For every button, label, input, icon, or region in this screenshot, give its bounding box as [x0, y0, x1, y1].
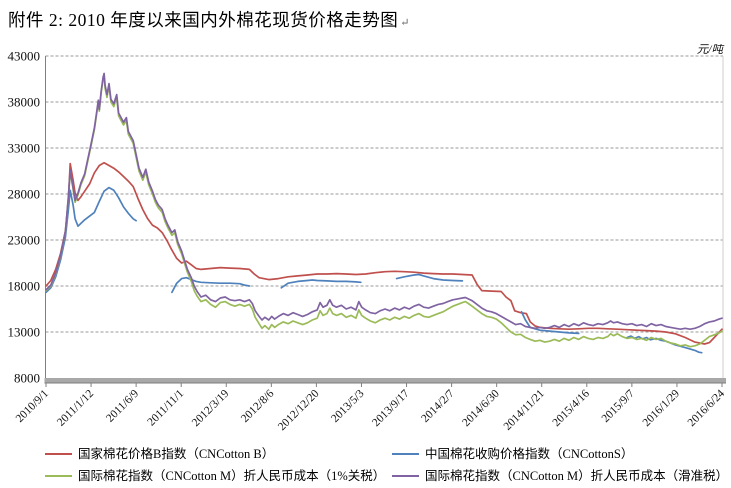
legend-label: 国际棉花指数（CNCotton M）折人民币成本（1%关税） — [78, 469, 386, 483]
x-tick-label: 2012/12/20 — [276, 387, 322, 433]
x-tick-label: 2014/2/7 — [419, 387, 457, 425]
x-tick-label: 2016/1/29 — [641, 387, 683, 429]
x-tick-label: 2011/6/9 — [104, 387, 141, 424]
legend-line-marker-red — [45, 453, 72, 455]
legend-line-marker-green — [45, 475, 72, 477]
y-tick-label: 23000 — [8, 233, 41, 248]
legend-line-marker-blue — [392, 453, 419, 455]
legend-item-cncotton-b: 国家棉花价格B指数（CNCotton B） — [45, 447, 392, 461]
x-tick-label: 2012/3/19 — [190, 387, 232, 429]
y-tick-label: 18000 — [8, 279, 41, 294]
y-tick-label: 43000 — [8, 49, 41, 64]
legend-item-cncotton-s: 中国棉花收购价格指数（CNCottonS） — [392, 447, 731, 461]
paragraph-mark-icon: ↵ — [400, 17, 410, 29]
series-line-1 — [520, 310, 580, 335]
x-tick-label: 2011/11/1 — [145, 387, 186, 428]
cotton-price-chart-svg: 4300038000330002800023000180001300080002… — [8, 44, 728, 433]
x-tick-label: 2015/4/16 — [550, 387, 592, 429]
series-line-1 — [171, 276, 251, 294]
legend-label: 中国棉花收购价格指数（CNCottonS） — [425, 447, 634, 461]
title-text: 附件 2: 2010 年度以来国内外棉花现货价格走势图 — [8, 10, 399, 30]
x-tick-label: 2014/6/30 — [460, 387, 502, 429]
y-tick-label: 38000 — [8, 95, 41, 110]
x-tick-label: 2012/8/6 — [239, 387, 277, 425]
y-tick-label: 13000 — [8, 325, 41, 340]
series-line-1 — [395, 273, 464, 282]
series-line-1 — [280, 279, 362, 289]
legend-item-cncotton-m-1pct: 国际棉花指数（CNCotton M）折人民币成本（1%关税） — [45, 469, 392, 483]
y-tick-label: 8000 — [14, 371, 40, 386]
x-tick-label: 2013/9/17 — [370, 387, 412, 429]
legend-item-cncotton-m-sliding: 国际棉花指数（CNCotton M）折人民币成本（滑准税） — [392, 469, 731, 483]
chart-legend: 国家棉花价格B指数（CNCotton B） 中国棉花收购价格指数（CNCotto… — [45, 447, 731, 483]
x-tick-label: 2010/9/1 — [14, 387, 52, 425]
series-line-0 — [45, 161, 723, 345]
x-axis-bar — [44, 378, 726, 383]
x-tick-label: 2013/5/3 — [329, 387, 367, 425]
series-line-1 — [45, 186, 137, 294]
legend-label: 国家棉花价格B指数（CNCotton B） — [78, 447, 275, 461]
series-line-1 — [626, 335, 703, 354]
x-tick-label: 2014/11/21 — [502, 387, 547, 432]
x-tick-label: 2011/1/12 — [55, 387, 96, 428]
page-title: 附件 2: 2010 年度以来国内外棉花现货价格走势图 ↵ — [8, 7, 410, 32]
series-line-2 — [45, 75, 723, 348]
series-line-3 — [45, 72, 723, 331]
unit-label: 元/吨 — [697, 44, 725, 56]
chart-area: 43000 38000 33000 28000 23000 18000 13000 8000 2… — [0, 44, 731, 444]
legend-label: 国际棉花指数（CNCotton M）折人民币成本（滑准税） — [425, 469, 729, 483]
x-tick-label: 2016/6/24 — [686, 387, 728, 429]
x-tick-label: 2015/9/7 — [600, 387, 638, 425]
y-tick-label: 33000 — [8, 141, 41, 156]
y-tick-label: 28000 — [8, 187, 41, 202]
legend-line-marker-purple — [392, 475, 419, 477]
